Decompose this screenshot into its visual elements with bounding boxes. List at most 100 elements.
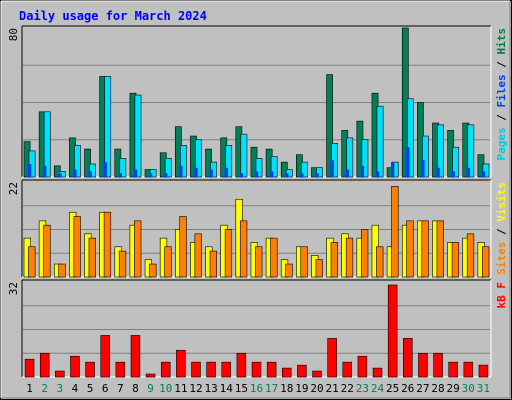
series-label-part: kB F (495, 282, 508, 309)
bar-files (406, 147, 410, 177)
bar-pages (104, 76, 112, 178)
bar-sites (315, 259, 323, 278)
bar-sites (391, 186, 399, 278)
bar-sites (134, 220, 142, 278)
bar-files (27, 163, 32, 177)
day-label: 8 (132, 382, 139, 395)
bar-files (375, 171, 380, 177)
bars (23, 27, 490, 178)
bar-sites (451, 242, 460, 278)
bar-files (179, 165, 183, 177)
bar-pages (422, 135, 429, 178)
bar-sites (149, 263, 157, 278)
bar-sites (209, 250, 217, 278)
bar-sites (179, 216, 187, 278)
bar-kbytes (145, 373, 156, 378)
series-label-part: Sites (495, 242, 508, 275)
bar-kbytes (100, 335, 110, 378)
bar-kbytes (221, 361, 231, 378)
bar-pages (89, 163, 96, 178)
bar-kbytes (266, 361, 277, 378)
panel-plot-area (22, 280, 491, 377)
bar-kbytes (433, 352, 443, 378)
bar-sites (88, 237, 96, 278)
bar-sites (406, 220, 414, 278)
series-label-part: Hits (495, 28, 508, 55)
series-label-part: / (495, 222, 508, 242)
bar-kbytes (387, 284, 398, 378)
bar-pages (482, 163, 490, 178)
bar-kbytes (176, 349, 186, 378)
bars (24, 284, 489, 378)
bar-pages (361, 139, 369, 178)
bar-sites (345, 237, 354, 278)
bar-pages (134, 94, 142, 178)
series-label-part: / (495, 108, 508, 128)
bar-sites (300, 246, 308, 278)
day-label: 31 (477, 382, 490, 395)
bar-pages (316, 167, 323, 178)
bar-sites (28, 246, 36, 278)
day-label: 12 (189, 382, 202, 395)
bar-sites (285, 263, 293, 278)
day-label: 21 (326, 382, 339, 395)
day-label: 18 (280, 382, 293, 395)
bar-files (148, 173, 153, 177)
bar-sites (255, 246, 263, 278)
bar-pages (119, 158, 127, 178)
bar-sites (58, 263, 66, 278)
bar-kbytes (70, 355, 80, 378)
panel-ymax-label: 80 (7, 28, 20, 41)
bar-kbytes (130, 335, 141, 378)
bar-files (239, 173, 244, 177)
day-label: 14 (220, 382, 234, 395)
series-label-part: Pages (495, 127, 508, 160)
bar-files (330, 160, 334, 177)
bar-files (390, 162, 395, 177)
bar-kbytes (206, 361, 216, 378)
day-label: 16 (250, 382, 263, 395)
panel-ymax-label: 22 (7, 182, 20, 195)
panel-hits-files-pages: 80 Pages / Files / Hits (7, 25, 508, 178)
bar-sites (73, 216, 81, 278)
series-label-part: Files (495, 74, 508, 107)
bar-pages (376, 105, 384, 178)
day-label: 15 (235, 382, 248, 395)
bar-pages (301, 161, 308, 178)
bar-files (315, 173, 319, 177)
panel-kbytes: 32 kB F (7, 279, 508, 378)
bar-files (133, 169, 138, 177)
bar-files (164, 173, 168, 177)
bar-files (466, 167, 470, 177)
bar-files (285, 173, 289, 177)
day-label: 17 (265, 382, 278, 395)
bar-kbytes (372, 367, 383, 378)
chart-title: Daily usage for March 2024 (19, 9, 207, 23)
bar-kbytes (297, 364, 307, 378)
bar-pages (164, 158, 172, 178)
series-label-part: Visits (495, 182, 508, 222)
day-label: 24 (371, 382, 385, 395)
day-label: 9 (147, 382, 154, 395)
bar-sites (164, 246, 172, 278)
bar-pages (74, 145, 81, 178)
bar-files (118, 173, 123, 177)
panel-series-label: Sites / Visits (495, 182, 508, 275)
bar-pages (437, 124, 444, 178)
day-label: 1 (26, 382, 33, 395)
bar-kbytes (39, 352, 50, 378)
chart-panels: 80 Pages / Files / Hits 22 Sites / Visits 32… (7, 25, 508, 378)
bar-kbytes (191, 361, 201, 378)
bar-kbytes (448, 361, 458, 378)
bar-sites (103, 211, 112, 278)
bar-pages (346, 137, 354, 178)
panel-series-label: Pages / Files / Hits (495, 28, 508, 161)
bar-sites (239, 220, 248, 278)
day-label: 6 (102, 382, 109, 395)
bar-files (43, 165, 47, 177)
bar-kbytes (160, 361, 171, 378)
day-label: 7 (117, 382, 124, 395)
bar-files (88, 171, 92, 177)
bar-kbytes (403, 338, 413, 378)
